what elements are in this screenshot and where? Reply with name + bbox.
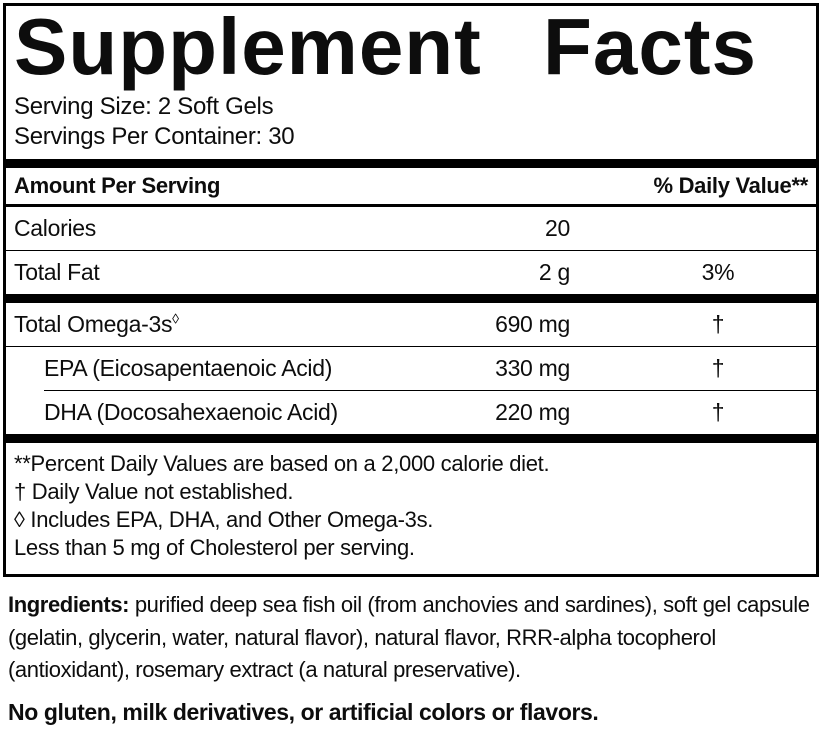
- nutrient-name: Total Omega-3s◊: [14, 310, 179, 338]
- ingredients-label: Ingredients:: [8, 592, 130, 617]
- footnote-daily-values: **Percent Daily Values are based on a 2,…: [14, 451, 550, 477]
- nutrient-name: DHA (Docosahexaenoic Acid): [44, 399, 338, 426]
- table-row: Calories 20: [6, 207, 816, 250]
- row-divider: [6, 250, 816, 252]
- table-row: EPA (Eicosapentaenoic Acid) 330 mg †: [6, 347, 816, 390]
- nutrient-amount: 2 g: [538, 259, 570, 286]
- thick-rule-middle: [6, 294, 816, 304]
- ingredients-paragraph: Ingredients: purified deep sea fish oil …: [8, 589, 814, 687]
- ingredients-text: purified deep sea fish oil (from anchovi…: [8, 592, 810, 682]
- footnote-lozenge: ◊ Includes EPA, DHA, and Other Omega-3s.: [14, 507, 434, 533]
- table-row: Total Fat 2 g 3%: [6, 251, 816, 294]
- thick-rule-bottom: [6, 434, 816, 444]
- footnote-cholesterol: Less than 5 mg of Cholesterol per servin…: [14, 535, 415, 561]
- header-rule: [6, 204, 816, 208]
- nutrient-amount: 20: [545, 215, 570, 242]
- servings-per-container: Servings Per Container: 30: [14, 123, 295, 151]
- daily-value-header: % Daily Value**: [653, 173, 809, 199]
- nutrient-amount: 690 mg: [495, 311, 570, 338]
- thick-rule-top: [6, 159, 816, 169]
- allergen-statement: No gluten, milk derivatives, or artifici…: [8, 698, 599, 725]
- nutrient-name: EPA (Eicosapentaenoic Acid): [44, 355, 333, 382]
- nutrient-name: Total Fat: [14, 259, 100, 286]
- row-divider-indented: [44, 390, 816, 392]
- nutrient-name: Calories: [14, 215, 96, 242]
- supplement-facts-panel: Supplement Facts Serving Size: 2 Soft Ge…: [3, 3, 819, 577]
- table-row: Total Omega-3s◊ 690 mg †: [6, 303, 816, 346]
- footnote-dagger: † Daily Value not established.: [14, 479, 294, 505]
- nutrient-amount: 330 mg: [495, 355, 570, 382]
- nutrient-amount: 220 mg: [495, 399, 570, 426]
- serving-size: Serving Size: 2 Soft Gels: [14, 93, 274, 121]
- nutrient-dv: 3%: [701, 259, 735, 286]
- panel-title: Supplement Facts: [14, 3, 758, 91]
- table-row: DHA (Docosahexaenoic Acid) 220 mg †: [6, 391, 816, 434]
- row-divider: [6, 346, 816, 348]
- nutrient-dv: †: [711, 399, 725, 426]
- lozenge-symbol: ◊: [172, 310, 179, 327]
- column-header-row: Amount Per Serving % Daily Value**: [6, 168, 816, 204]
- footnotes: **Percent Daily Values are based on a 2,…: [6, 443, 816, 562]
- nutrient-dv: †: [711, 355, 725, 382]
- serving-info: Serving Size: 2 Soft Gels Servings Per C…: [6, 86, 816, 152]
- nutrient-dv: †: [711, 311, 725, 338]
- amount-per-serving-header: Amount Per Serving: [14, 173, 221, 199]
